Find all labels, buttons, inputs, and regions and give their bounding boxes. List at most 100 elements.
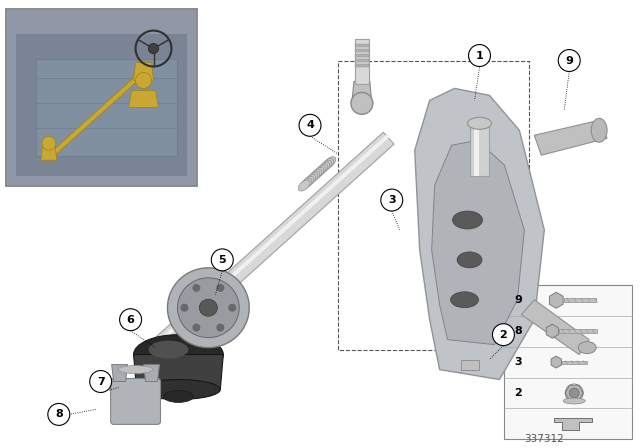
- FancyBboxPatch shape: [504, 285, 632, 439]
- Ellipse shape: [563, 398, 585, 404]
- Polygon shape: [41, 143, 57, 160]
- Ellipse shape: [304, 175, 316, 185]
- Text: 7: 7: [97, 376, 104, 387]
- Polygon shape: [474, 121, 479, 176]
- Polygon shape: [147, 132, 394, 358]
- Text: 4: 4: [306, 121, 314, 130]
- Text: 3: 3: [388, 195, 396, 205]
- Text: 337312: 337312: [524, 434, 564, 444]
- Ellipse shape: [322, 159, 334, 169]
- Polygon shape: [431, 140, 524, 345]
- Polygon shape: [415, 88, 544, 379]
- Polygon shape: [461, 360, 479, 370]
- FancyBboxPatch shape: [7, 10, 196, 185]
- Ellipse shape: [216, 323, 224, 332]
- Circle shape: [299, 114, 321, 136]
- Polygon shape: [134, 355, 223, 389]
- Ellipse shape: [310, 169, 322, 180]
- Polygon shape: [565, 385, 583, 401]
- Ellipse shape: [578, 342, 596, 353]
- Ellipse shape: [316, 164, 328, 175]
- Ellipse shape: [177, 278, 239, 338]
- Polygon shape: [134, 63, 154, 81]
- Ellipse shape: [314, 166, 326, 177]
- Circle shape: [90, 370, 111, 392]
- Ellipse shape: [298, 180, 310, 191]
- Text: 6: 6: [127, 314, 134, 325]
- Ellipse shape: [324, 157, 336, 168]
- Ellipse shape: [591, 118, 607, 142]
- Text: 3: 3: [515, 357, 522, 367]
- FancyBboxPatch shape: [6, 9, 197, 186]
- Ellipse shape: [452, 211, 483, 229]
- Circle shape: [120, 309, 141, 331]
- Ellipse shape: [136, 379, 220, 400]
- Circle shape: [468, 44, 490, 66]
- Ellipse shape: [180, 304, 188, 312]
- Ellipse shape: [134, 335, 223, 375]
- Ellipse shape: [320, 160, 332, 171]
- Polygon shape: [111, 365, 127, 382]
- Circle shape: [381, 189, 403, 211]
- Polygon shape: [534, 121, 607, 155]
- Ellipse shape: [308, 171, 320, 182]
- Polygon shape: [36, 59, 177, 156]
- Ellipse shape: [168, 268, 249, 348]
- Ellipse shape: [318, 162, 330, 173]
- Text: 9: 9: [565, 56, 573, 65]
- Ellipse shape: [351, 92, 373, 114]
- Polygon shape: [150, 134, 390, 350]
- Polygon shape: [522, 300, 589, 355]
- Circle shape: [492, 324, 515, 345]
- Polygon shape: [355, 54, 369, 57]
- Ellipse shape: [451, 292, 479, 308]
- Circle shape: [148, 43, 159, 53]
- Ellipse shape: [302, 177, 314, 187]
- Polygon shape: [143, 365, 159, 382]
- FancyArrow shape: [564, 298, 596, 302]
- Text: 8: 8: [515, 326, 522, 336]
- Circle shape: [42, 136, 56, 150]
- Ellipse shape: [468, 117, 492, 129]
- FancyArrow shape: [559, 329, 597, 333]
- FancyArrow shape: [563, 361, 587, 364]
- Text: 9: 9: [515, 295, 522, 305]
- Circle shape: [136, 73, 152, 88]
- Ellipse shape: [312, 168, 324, 178]
- Polygon shape: [355, 44, 369, 47]
- FancyBboxPatch shape: [111, 379, 161, 424]
- Polygon shape: [51, 75, 140, 155]
- Polygon shape: [355, 39, 369, 84]
- Text: 8: 8: [55, 409, 63, 419]
- Circle shape: [211, 249, 233, 271]
- Ellipse shape: [200, 299, 218, 316]
- Polygon shape: [549, 292, 563, 308]
- Ellipse shape: [163, 391, 193, 402]
- Circle shape: [48, 404, 70, 425]
- Ellipse shape: [148, 340, 188, 358]
- Polygon shape: [355, 59, 369, 62]
- Polygon shape: [470, 121, 490, 176]
- Text: 1: 1: [476, 51, 483, 60]
- Circle shape: [569, 388, 579, 398]
- Text: 5: 5: [218, 255, 226, 265]
- Ellipse shape: [228, 304, 236, 312]
- Polygon shape: [355, 64, 369, 67]
- Ellipse shape: [193, 284, 200, 292]
- Polygon shape: [16, 34, 188, 176]
- Text: 2: 2: [515, 388, 522, 398]
- Ellipse shape: [306, 173, 318, 184]
- Ellipse shape: [300, 178, 312, 189]
- Polygon shape: [551, 356, 561, 368]
- Polygon shape: [554, 418, 592, 430]
- Circle shape: [558, 50, 580, 72]
- Text: 2: 2: [500, 330, 508, 340]
- Polygon shape: [355, 49, 369, 52]
- Ellipse shape: [457, 252, 482, 268]
- Polygon shape: [352, 82, 372, 103]
- Ellipse shape: [118, 366, 153, 374]
- Ellipse shape: [193, 323, 200, 332]
- Ellipse shape: [216, 284, 224, 292]
- Polygon shape: [129, 90, 159, 108]
- Polygon shape: [546, 324, 558, 338]
